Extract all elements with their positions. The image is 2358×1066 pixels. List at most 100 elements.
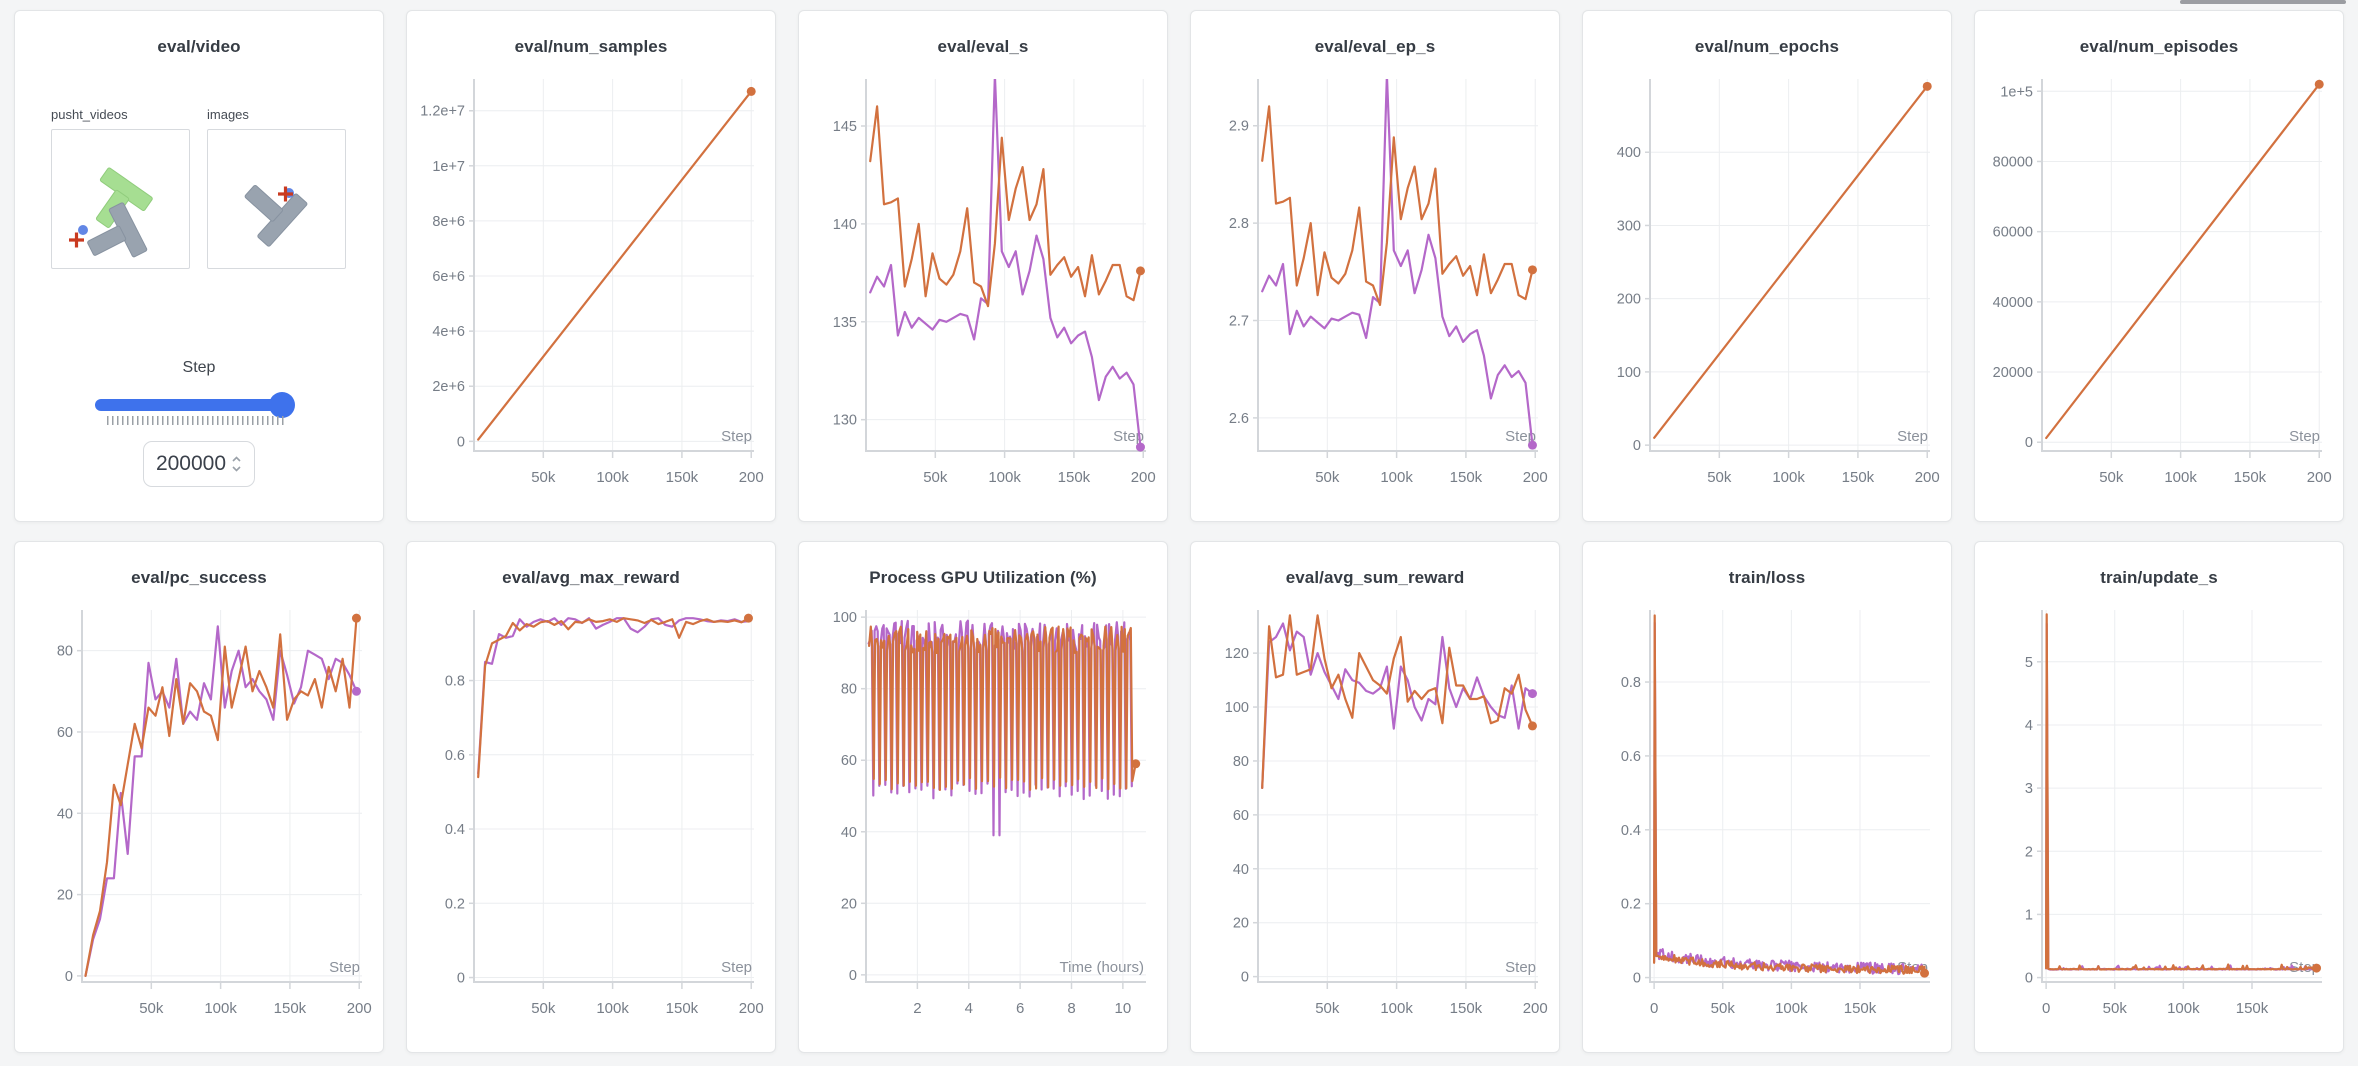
svg-text:8: 8 [1067,1000,1075,1017]
svg-text:20: 20 [57,888,73,904]
svg-text:Step: Step [1113,428,1144,445]
svg-text:2.9: 2.9 [1229,119,1249,135]
panel-train-loss[interactable]: train/loss 0 0.2 0.4 0.6 0.8 0 50k 100k 150k Step [1582,541,1952,1053]
panel-eval-num-episodes[interactable]: eval/num_episodes 0 20000 40000 60000 80000 1… [1974,10,2344,522]
svg-text:100: 100 [833,610,857,626]
svg-text:300: 300 [1617,218,1641,234]
video-thumbnail-images[interactable] [207,129,346,269]
svg-text:100k: 100k [596,1000,629,1017]
svg-text:5: 5 [2025,655,2033,671]
svg-text:1: 1 [2025,907,2033,923]
stepper-up-icon [232,456,241,462]
svg-text:1e+5: 1e+5 [2000,84,2033,100]
svg-text:130: 130 [833,413,857,429]
panel-process-gpu-utilization[interactable]: Process GPU Utilization (%) 0 20 40 60 80 100… [798,541,1168,1053]
svg-text:135: 135 [833,315,857,331]
panel-eval-eval-s[interactable]: eval/eval_s 130 135 140 145 50k 100k 150k 200 St… [798,10,1168,522]
pusht-scene-graphic [244,184,308,247]
svg-text:Step: Step [329,959,360,976]
panel-eval-avg-sum-reward[interactable]: eval/avg_sum_reward 0 20 40 60 80 100 120 50k 10… [1190,541,1560,1053]
svg-text:0.8: 0.8 [445,674,465,690]
step-slider-handle[interactable] [269,392,295,418]
svg-text:200: 200 [1617,292,1641,308]
line-chart: 130 135 140 145 50k 100k 150k 200 Step [833,79,1156,486]
svg-text:80000: 80000 [1993,154,2033,170]
svg-text:4e+6: 4e+6 [432,324,465,340]
horizontal-scrollbar-thumb[interactable] [2180,0,2346,4]
line-chart: 0 20 40 60 80 100 2 4 6 8 10 Time (hours) [833,610,1146,1017]
chart-title: eval/avg_sum_reward [1285,568,1465,587]
svg-text:2: 2 [2025,844,2033,860]
chart-title: eval/pc_success [131,568,267,587]
panel-eval-video[interactable]: eval/video pusht_videos [14,10,384,522]
chart-title: train/loss [1728,568,1806,587]
svg-text:0.6: 0.6 [445,748,465,764]
svg-text:6e+6: 6e+6 [432,269,465,285]
svg-text:100k: 100k [1775,1000,1808,1017]
pusht-scene-graphic [69,167,153,258]
svg-text:60000: 60000 [1993,225,2033,241]
line-chart: 0 20 40 60 80 50k 100k 150k 200 Step [57,610,372,1017]
svg-text:0: 0 [849,968,857,984]
svg-text:100k: 100k [1380,1000,1413,1017]
svg-text:100k: 100k [2164,469,2197,486]
svg-text:2.8: 2.8 [1229,216,1249,232]
svg-text:40000: 40000 [1993,295,2033,311]
panel-eval-eval-ep-s[interactable]: eval/eval_ep_s 2.6 2.7 2.8 2.9 50k 100k 150k 20… [1190,10,1560,522]
svg-text:2e+6: 2e+6 [432,379,465,395]
svg-text:Step: Step [721,428,752,445]
step-slider-ticks [107,416,287,425]
step-input[interactable]: 200000 [143,441,255,487]
svg-text:150k: 150k [666,469,699,486]
svg-text:0: 0 [1633,971,1641,987]
svg-text:Step: Step [1505,428,1536,445]
svg-text:0: 0 [65,969,73,985]
svg-text:50k: 50k [923,469,948,486]
svg-text:0: 0 [2042,1000,2050,1017]
svg-text:0: 0 [2025,971,2033,987]
svg-text:Step: Step [1505,959,1536,976]
line-chart: 0 20 40 60 80 100 120 50k 100k 150k 200 Step [1225,610,1548,1017]
svg-text:20000: 20000 [1993,365,2033,381]
svg-text:50k: 50k [2103,1000,2128,1017]
svg-text:100k: 100k [988,469,1021,486]
step-slider-label: Step [182,359,216,376]
chart-title: eval/eval_s [937,37,1029,56]
stepper-down-icon [232,466,241,472]
svg-text:140: 140 [833,217,857,233]
svg-text:2: 2 [913,1000,921,1017]
step-slider[interactable] [95,392,295,418]
svg-text:50k: 50k [531,469,556,486]
svg-text:80: 80 [57,644,73,660]
svg-text:200: 200 [2307,469,2332,486]
svg-text:200: 200 [347,1000,372,1017]
panel-eval-avg-max-reward[interactable]: eval/avg_max_reward 0 0.2 0.4 0.6 0.8 50k 100k… [406,541,776,1053]
svg-text:0.8: 0.8 [1621,675,1641,691]
stepper-arrows-icon[interactable] [231,453,242,475]
svg-text:0.2: 0.2 [445,896,465,912]
panel-eval-pc-success[interactable]: eval/pc_success 0 20 40 60 80 50k 100k 150k 200 S… [14,541,384,1053]
panel-title: eval/video [157,37,241,56]
svg-text:50k: 50k [1315,469,1340,486]
panel-train-update-s[interactable]: train/update_s 0 1 2 3 4 5 0 50k 100k 150k Step [1974,541,2344,1053]
target-cross [69,232,84,248]
svg-text:150k: 150k [1450,469,1483,486]
panel-eval-num-samples[interactable]: eval/num_samples 0 2e+6 4e+6 6e+6 8e+6 1e+7 1.… [406,10,776,522]
svg-text:40: 40 [57,806,73,822]
svg-text:Time (hours): Time (hours) [1060,959,1144,976]
svg-text:100k: 100k [1772,469,1805,486]
svg-text:2.7: 2.7 [1229,314,1249,330]
svg-text:100: 100 [1617,365,1641,381]
video-thumbnail-pusht-videos[interactable] [51,129,190,269]
line-chart: 2.6 2.7 2.8 2.9 50k 100k 150k 200 Step [1229,79,1548,486]
svg-text:Step: Step [1897,428,1928,445]
panel-eval-num-epochs[interactable]: eval/num_epochs 0 100 200 300 400 50k 100k 150k… [1582,10,1952,522]
svg-text:20: 20 [841,896,857,912]
svg-text:200: 200 [739,469,764,486]
svg-text:40: 40 [841,825,857,841]
svg-text:40: 40 [1233,862,1249,878]
svg-text:0: 0 [457,434,465,450]
line-chart: 0 0.2 0.4 0.6 0.8 50k 100k 150k 200 Step [445,610,764,1017]
svg-text:145: 145 [833,119,857,135]
